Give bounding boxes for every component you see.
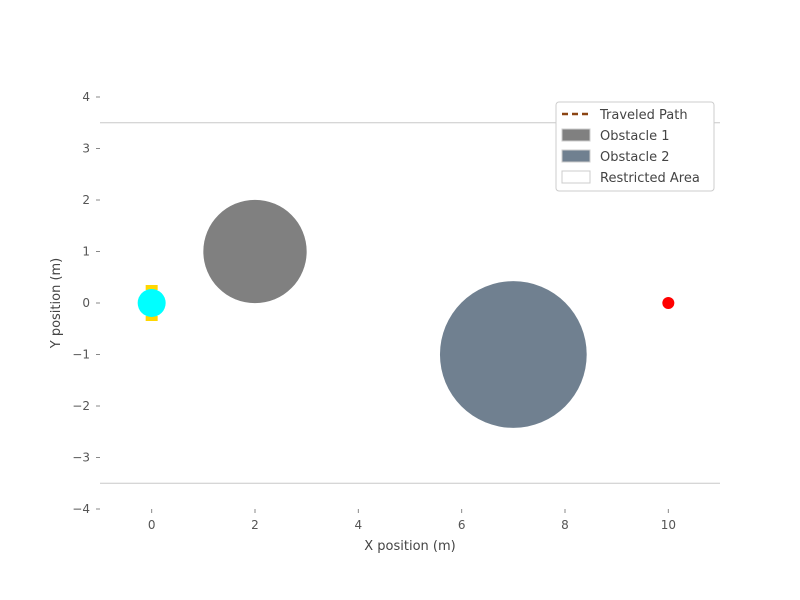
robot-bottom-wheel	[145, 316, 158, 321]
y-tick-label: 3	[82, 142, 90, 156]
y-axis-label: Y position (m)	[49, 258, 64, 350]
legend-label: Obstacle 1	[600, 129, 669, 144]
x-tick-label: 0	[148, 518, 156, 532]
x-axis: 0 2 4 6 8 10	[148, 509, 676, 532]
legend-box	[555, 101, 715, 192]
legend-label: Restricted Area	[600, 171, 700, 186]
gray-patch-icon	[561, 128, 591, 142]
legend: Traveled Path Obstacle 1 Obstacle 2 Restric…	[555, 101, 715, 192]
robot-body	[137, 289, 166, 317]
robot	[137, 285, 166, 321]
x-tick-label: 4	[355, 518, 363, 532]
y-tick-label: −3	[72, 451, 90, 465]
y-tick-label: 0	[82, 296, 90, 310]
y-tick-label: 2	[82, 193, 90, 207]
x-tick-label: 8	[561, 518, 569, 532]
obstacle-1-circle	[203, 199, 307, 304]
x-tick-label: 6	[458, 518, 466, 532]
y-tick-label: 1	[82, 245, 90, 259]
x-tick-label: 2	[251, 518, 259, 532]
white-patch-icon	[561, 170, 591, 184]
robot-top-wheel	[145, 285, 158, 290]
slate-patch-icon	[561, 149, 591, 163]
obstacle-2-circle	[439, 281, 587, 428]
goal	[662, 297, 675, 309]
legend-label: Traveled Path	[599, 108, 688, 123]
obstacles	[203, 199, 587, 428]
y-tick-label: −2	[72, 399, 90, 413]
goal-marker	[662, 297, 675, 309]
x-axis-label: X position (m)	[364, 539, 455, 554]
y-tick-label: 4	[82, 90, 90, 104]
y-axis: −4 −3 −2 −1 0 1 2 3 4	[72, 90, 100, 516]
legend-label: Obstacle 2	[600, 150, 669, 165]
x-tick-label: 10	[661, 518, 676, 532]
y-tick-label: −4	[72, 502, 90, 516]
y-tick-label: −1	[72, 348, 90, 362]
